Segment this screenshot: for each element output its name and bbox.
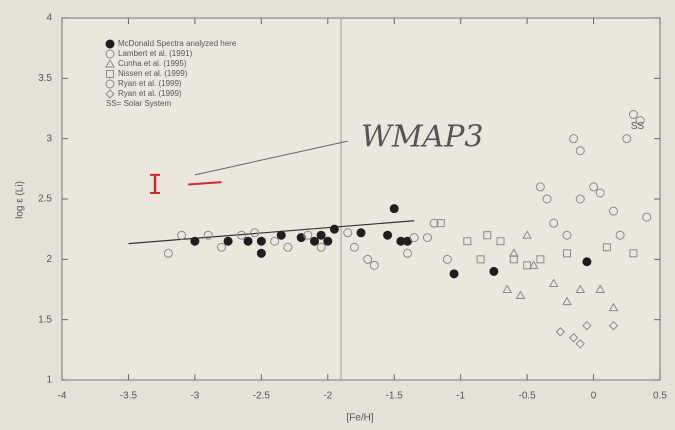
x-tick-label: -2.5: [253, 391, 271, 402]
y-axis-label: log ε (Li): [15, 181, 26, 219]
legend-entry: Ryan et al. (1999): [118, 79, 182, 88]
y-tick-label: 2: [46, 254, 52, 265]
legend-entry: SS= Solar System: [106, 99, 171, 108]
x-tick-label: -0.5: [518, 391, 536, 402]
point: [490, 267, 498, 275]
y-tick-label: 3.5: [38, 73, 52, 84]
x-axis-label: [Fe/H]: [346, 413, 373, 424]
point: [317, 231, 325, 239]
point: [244, 237, 252, 245]
x-tick-label: -1: [456, 391, 465, 402]
point: [384, 231, 392, 239]
legend-entry: Lambert et al. (1991): [118, 49, 193, 58]
point: [330, 225, 338, 233]
x-tick-label: -3.5: [120, 391, 138, 402]
point: [257, 249, 265, 257]
point: [224, 237, 232, 245]
x-tick-label: -4: [58, 391, 67, 402]
y-tick-label: 3: [46, 133, 52, 144]
legend-entry: Nissen et al. (1999): [118, 69, 188, 78]
y-tick-label: 2.5: [38, 194, 52, 205]
point: [357, 229, 365, 237]
point: [277, 231, 285, 239]
annotation-text: WMAP3: [361, 120, 484, 155]
y-tick-label: 1: [46, 375, 52, 386]
x-tick-label: -3: [190, 391, 199, 402]
chart: [Fe/H] log ε (Li) McDonald Spectra analy…: [0, 0, 675, 430]
point: SS: [631, 121, 645, 132]
legend-entry: McDonald Spectra analyzed here: [118, 39, 237, 48]
point: [390, 205, 398, 213]
x-tick-label: -2: [323, 391, 332, 402]
point: [450, 270, 458, 278]
page: {"chart_data": { "type": "scatter", "x_l…: [0, 0, 675, 430]
point: [257, 237, 265, 245]
x-tick-label: 0.5: [653, 391, 667, 402]
x-tick-label: -1.5: [386, 391, 404, 402]
legend-entry: Ryan et al. (1999): [118, 89, 182, 98]
legend-entry: Cunha et al. (1995): [118, 59, 187, 68]
x-tick-label: 0: [591, 391, 597, 402]
point: [310, 237, 318, 245]
legend-symbol: [106, 40, 114, 48]
y-tick-label: 1.5: [38, 314, 52, 325]
point: [583, 258, 591, 266]
y-tick-label: 4: [46, 13, 52, 24]
point: [324, 237, 332, 245]
point: [191, 237, 199, 245]
